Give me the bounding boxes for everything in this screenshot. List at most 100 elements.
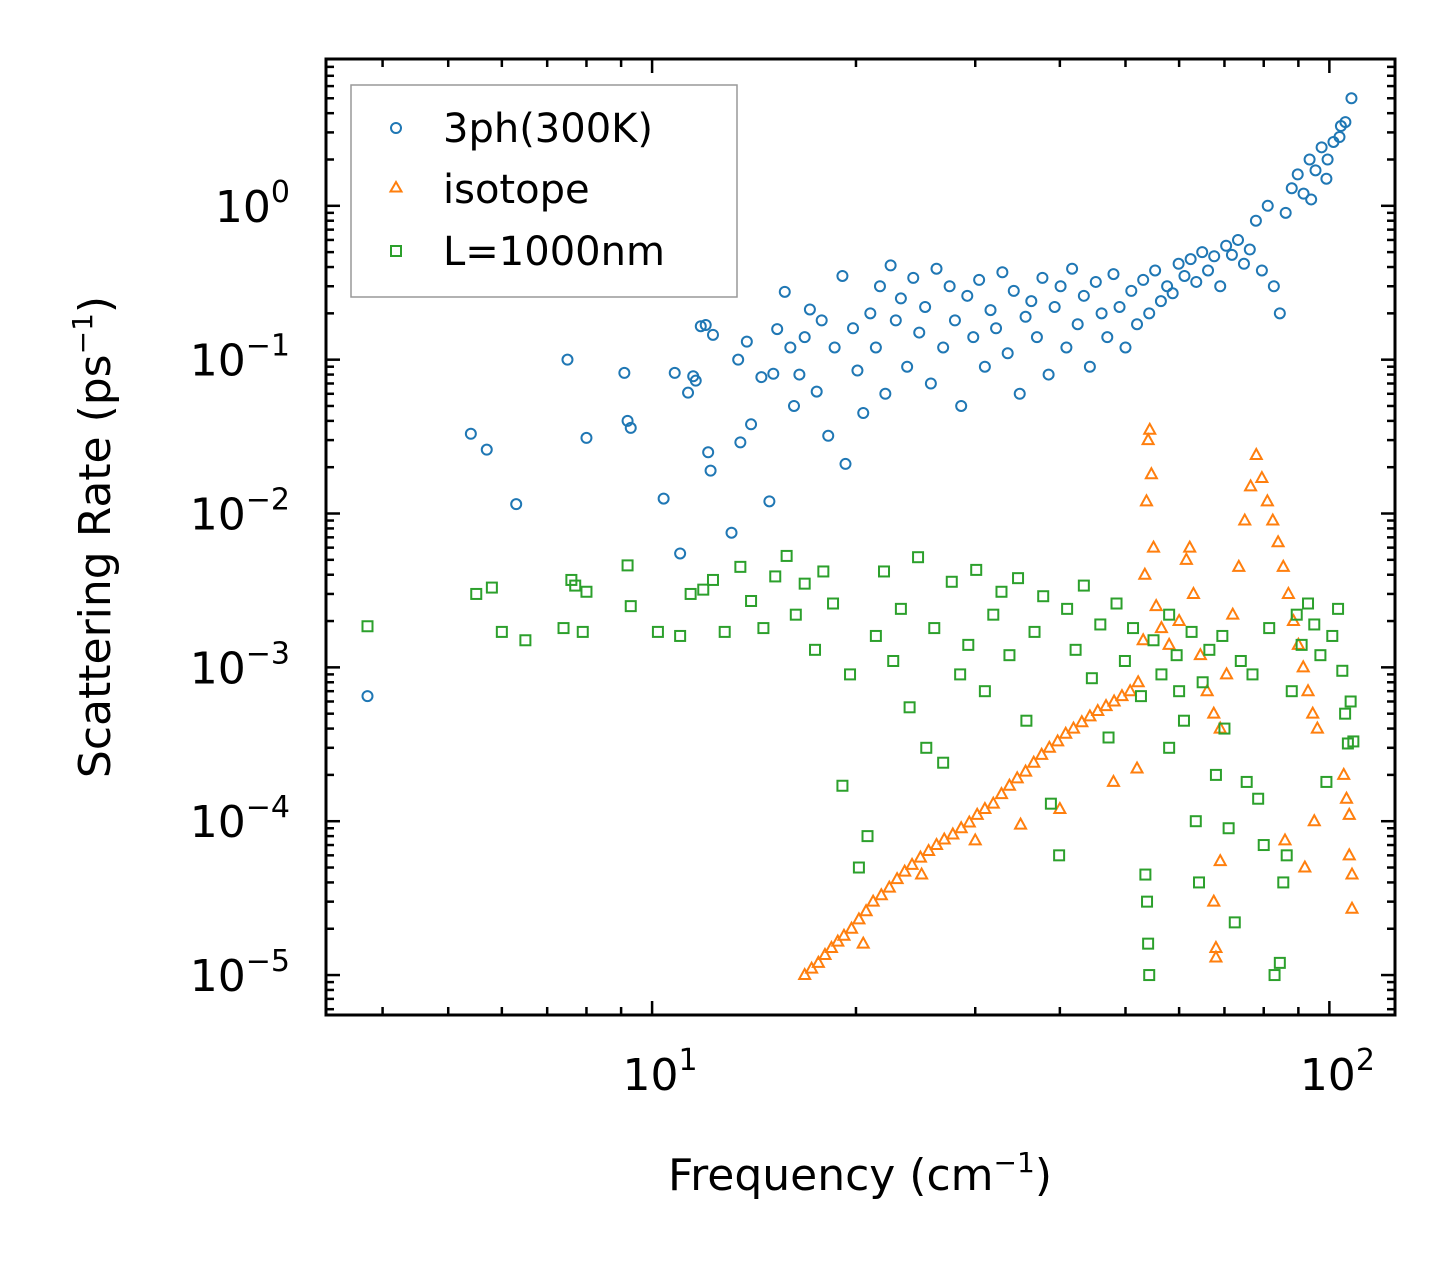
data-point-0-74 bbox=[1036, 271, 1049, 284]
data-point-1-3 bbox=[817, 946, 833, 961]
data-point-2-15 bbox=[697, 583, 710, 596]
data-point-0-16 bbox=[706, 328, 719, 341]
ticks-layer: 101 102 100 10−1 10−2 10−3 10−4 10−5 bbox=[190, 57, 1395, 1101]
data-point-0-38 bbox=[828, 341, 841, 354]
y-tick-label: 10−4 bbox=[190, 790, 290, 848]
data-point-1-0 bbox=[797, 966, 812, 981]
data-point-0-54 bbox=[919, 300, 932, 313]
data-point-1-88 bbox=[1339, 790, 1354, 804]
data-point-0-70 bbox=[1013, 387, 1026, 400]
data-point-1-28 bbox=[1010, 770, 1025, 784]
data-point-1-69 bbox=[1260, 493, 1275, 507]
data-point-0-73 bbox=[1030, 331, 1043, 344]
data-point-2-50 bbox=[1020, 714, 1033, 727]
data-point-0-109 bbox=[1243, 243, 1256, 256]
data-point-2-72 bbox=[1170, 649, 1183, 662]
data-point-2-86 bbox=[1252, 792, 1265, 805]
data-point-1-66 bbox=[1243, 478, 1258, 492]
data-point-2-70 bbox=[1155, 668, 1168, 681]
data-point-0-107 bbox=[1232, 233, 1245, 246]
data-point-1-85 bbox=[1297, 859, 1313, 873]
y-tick-label: 10−2 bbox=[190, 483, 290, 541]
data-point-1-51 bbox=[1148, 598, 1164, 612]
data-point-2-73 bbox=[1177, 714, 1190, 727]
data-point-2-68 bbox=[1143, 969, 1156, 982]
data-point-0-39 bbox=[836, 269, 849, 282]
data-point-0-64 bbox=[978, 360, 991, 373]
data-point-0-88 bbox=[1119, 341, 1132, 354]
data-point-1-20 bbox=[945, 826, 961, 840]
data-point-1-42 bbox=[1122, 683, 1138, 697]
data-point-0-124 bbox=[1333, 131, 1346, 144]
data-point-1-27 bbox=[1002, 777, 1017, 791]
data-point-2-75 bbox=[1189, 815, 1202, 828]
data-point-0-121 bbox=[1315, 141, 1328, 154]
data-point-2-77 bbox=[1196, 676, 1209, 689]
data-point-1-14 bbox=[897, 863, 912, 877]
data-point-2-54 bbox=[1053, 849, 1066, 862]
data-point-0-18 bbox=[702, 446, 715, 459]
data-point-0-23 bbox=[740, 335, 753, 348]
data-point-0-90 bbox=[1131, 318, 1144, 331]
data-point-2-90 bbox=[1273, 956, 1286, 969]
data-point-2-107 bbox=[1163, 741, 1176, 754]
data-point-2-27 bbox=[827, 597, 840, 610]
data-point-2-84 bbox=[1240, 775, 1253, 788]
data-point-0-80 bbox=[1071, 318, 1084, 331]
data-point-2-60 bbox=[1102, 731, 1115, 744]
y-tick-label: 10−5 bbox=[190, 944, 290, 1002]
data-point-0-119 bbox=[1303, 153, 1316, 166]
data-point-2-103 bbox=[1339, 707, 1352, 720]
data-point-0-78 bbox=[1060, 341, 1073, 354]
legend-marker-isotope bbox=[388, 180, 404, 193]
data-point-0-27 bbox=[767, 367, 780, 380]
data-point-0-81 bbox=[1077, 289, 1090, 302]
data-point-1-90 bbox=[1342, 847, 1357, 861]
data-point-0-111 bbox=[1255, 264, 1268, 277]
data-point-0-122 bbox=[1321, 153, 1334, 166]
data-point-0-34 bbox=[803, 303, 816, 316]
data-point-1-10 bbox=[865, 893, 881, 907]
data-point-1-68 bbox=[1254, 469, 1270, 484]
data-point-2-102 bbox=[1336, 664, 1349, 677]
data-point-2-12 bbox=[651, 625, 664, 638]
data-point-2-32 bbox=[869, 629, 882, 642]
data-point-2-19 bbox=[745, 594, 758, 607]
data-point-2-38 bbox=[920, 741, 933, 754]
data-point-0-104 bbox=[1214, 280, 1227, 293]
data-point-1-54 bbox=[1171, 612, 1187, 627]
data-point-0-92 bbox=[1143, 307, 1156, 320]
data-point-0-126 bbox=[1345, 92, 1358, 105]
data-point-1-56 bbox=[1182, 539, 1197, 553]
data-points-layer bbox=[361, 92, 1360, 982]
data-point-0-36 bbox=[815, 314, 828, 327]
data-point-0-61 bbox=[961, 289, 974, 302]
data-point-0-89 bbox=[1125, 284, 1138, 297]
data-point-0-98 bbox=[1178, 269, 1191, 282]
data-point-1-96 bbox=[1013, 816, 1028, 830]
data-point-2-82 bbox=[1228, 916, 1241, 929]
data-point-0-37 bbox=[822, 429, 835, 442]
data-point-1-59 bbox=[1199, 683, 1215, 697]
data-point-0-100 bbox=[1190, 275, 1203, 288]
data-point-1-47 bbox=[1140, 432, 1156, 446]
data-point-0-115 bbox=[1279, 206, 1292, 219]
data-point-2-30 bbox=[852, 861, 865, 874]
legend-label-isotope: isotope bbox=[443, 167, 590, 213]
data-point-2-58 bbox=[1085, 672, 1098, 685]
data-point-2-46 bbox=[987, 608, 1000, 621]
data-point-0-129 bbox=[1305, 193, 1318, 206]
data-point-0-57 bbox=[937, 341, 950, 354]
data-point-0-20 bbox=[725, 526, 738, 539]
data-point-2-7 bbox=[569, 579, 582, 592]
data-point-1-72 bbox=[1276, 558, 1291, 572]
data-point-2-56 bbox=[1069, 643, 1082, 656]
data-point-2-66 bbox=[1141, 895, 1154, 908]
data-point-2-91 bbox=[1277, 876, 1290, 889]
data-point-2-4 bbox=[519, 634, 532, 647]
data-point-2-99 bbox=[1320, 775, 1333, 788]
data-point-2-42 bbox=[954, 668, 967, 681]
y-tick-label: 10−1 bbox=[190, 329, 290, 387]
data-point-2-26 bbox=[817, 565, 830, 578]
data-point-1-93 bbox=[1129, 760, 1145, 774]
